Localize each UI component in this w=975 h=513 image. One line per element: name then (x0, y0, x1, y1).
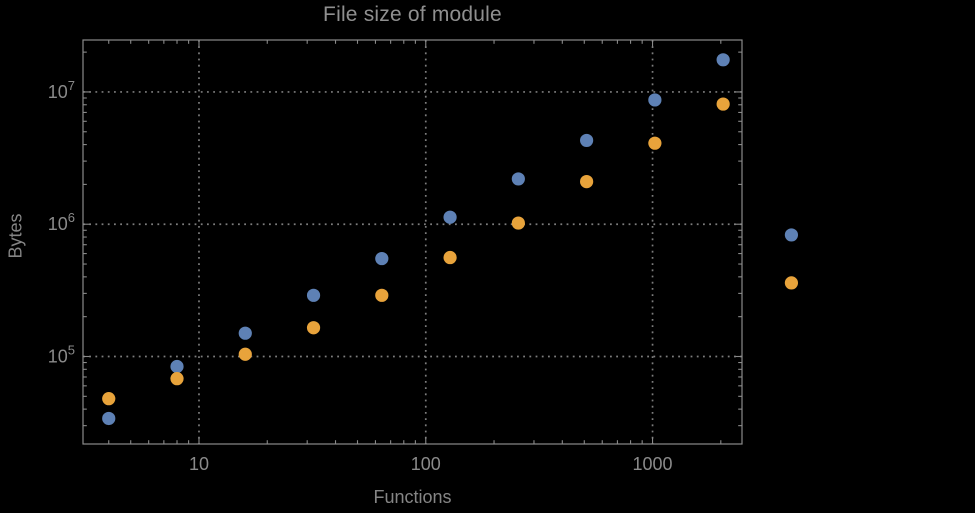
plot-frame (82, 39, 743, 445)
data-point-blue (511, 172, 525, 186)
data-point-orange (375, 288, 389, 302)
data-point-orange (443, 250, 457, 265)
data-point-blue (170, 359, 184, 374)
data-point-orange (716, 97, 730, 111)
data-point-orange (648, 136, 662, 150)
y-tick-label: 106 (48, 210, 75, 234)
data-point-orange (238, 347, 252, 361)
x-axis-label: Functions (373, 487, 452, 507)
data-point-orange (580, 174, 594, 189)
data-point-orange (306, 321, 321, 335)
y-tick-label: 107 (48, 78, 75, 102)
data-point-blue (306, 288, 321, 302)
x-tick-label: 10 (189, 454, 209, 474)
data-point-blue (648, 93, 662, 107)
data-point-orange (170, 372, 184, 386)
data-point-blue (375, 251, 389, 266)
data-point-blue (238, 326, 252, 340)
x-tick-label: 100 (411, 454, 441, 474)
x-tick-label: 1000 (633, 454, 673, 474)
data-point-blue (102, 411, 116, 426)
data-point-orange (511, 216, 525, 230)
y-axis-label: Bytes (5, 213, 26, 259)
data-point-blue (580, 133, 594, 148)
y-tick-label: 105 (48, 342, 75, 366)
data-point-blue (443, 210, 457, 224)
chart-title: File size of module (323, 3, 502, 26)
data-point-orange (102, 392, 116, 406)
data-point-blue (716, 53, 730, 67)
data-point-orange (784, 276, 799, 290)
data-point-blue (784, 228, 799, 242)
